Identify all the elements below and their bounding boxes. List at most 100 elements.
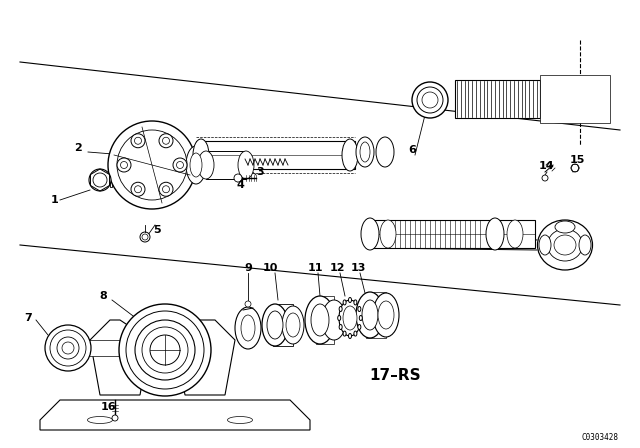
Ellipse shape — [193, 139, 209, 171]
Ellipse shape — [339, 306, 342, 311]
Ellipse shape — [554, 235, 576, 255]
Ellipse shape — [241, 315, 255, 341]
Ellipse shape — [349, 333, 351, 339]
Ellipse shape — [186, 146, 206, 184]
Ellipse shape — [45, 325, 91, 371]
Ellipse shape — [579, 235, 591, 255]
Ellipse shape — [286, 313, 300, 337]
Text: 1: 1 — [51, 195, 59, 205]
Ellipse shape — [380, 220, 396, 248]
Ellipse shape — [159, 182, 173, 196]
Ellipse shape — [412, 82, 448, 118]
Ellipse shape — [342, 139, 358, 171]
Bar — [366, 292, 386, 338]
Ellipse shape — [339, 300, 361, 336]
Text: 16: 16 — [101, 402, 117, 412]
Ellipse shape — [262, 304, 288, 346]
Ellipse shape — [198, 151, 214, 179]
Ellipse shape — [173, 158, 187, 172]
Ellipse shape — [62, 342, 74, 354]
Ellipse shape — [378, 301, 394, 329]
Ellipse shape — [142, 327, 188, 373]
Polygon shape — [40, 400, 310, 430]
Ellipse shape — [89, 169, 111, 191]
Ellipse shape — [538, 220, 593, 270]
Text: 7: 7 — [24, 313, 32, 323]
Ellipse shape — [376, 137, 394, 167]
Ellipse shape — [361, 218, 379, 250]
Ellipse shape — [140, 232, 150, 242]
Ellipse shape — [190, 153, 202, 177]
Ellipse shape — [338, 315, 340, 320]
Text: 11: 11 — [307, 263, 323, 273]
Ellipse shape — [358, 324, 361, 329]
Ellipse shape — [112, 415, 118, 421]
Ellipse shape — [131, 134, 145, 148]
Ellipse shape — [354, 300, 357, 305]
Ellipse shape — [267, 311, 283, 339]
Ellipse shape — [238, 151, 254, 179]
Ellipse shape — [177, 161, 184, 168]
Ellipse shape — [234, 174, 242, 182]
Ellipse shape — [358, 306, 361, 311]
Ellipse shape — [134, 186, 141, 193]
Ellipse shape — [126, 311, 204, 389]
Ellipse shape — [235, 307, 261, 349]
Ellipse shape — [163, 137, 170, 144]
Ellipse shape — [93, 173, 107, 187]
Bar — [316, 296, 334, 344]
Ellipse shape — [359, 315, 362, 320]
Bar — [370, 220, 535, 248]
Ellipse shape — [120, 161, 127, 168]
Ellipse shape — [373, 293, 399, 337]
Ellipse shape — [117, 130, 187, 200]
Ellipse shape — [50, 330, 86, 366]
Ellipse shape — [486, 218, 504, 250]
Bar — [455, 80, 540, 118]
Ellipse shape — [542, 175, 548, 181]
Ellipse shape — [571, 164, 579, 172]
Text: 14: 14 — [539, 161, 555, 171]
Ellipse shape — [322, 300, 346, 340]
Bar — [110, 173, 112, 187]
Ellipse shape — [117, 158, 131, 172]
Ellipse shape — [88, 417, 113, 423]
Text: 3: 3 — [256, 167, 264, 177]
Bar — [540, 75, 610, 123]
Ellipse shape — [507, 220, 523, 248]
Bar — [196, 141, 355, 169]
Ellipse shape — [131, 182, 145, 196]
Text: 9: 9 — [244, 263, 252, 273]
Ellipse shape — [57, 337, 79, 359]
Ellipse shape — [547, 229, 582, 261]
Ellipse shape — [311, 304, 329, 336]
Text: 15: 15 — [570, 155, 585, 165]
Ellipse shape — [422, 92, 438, 108]
Ellipse shape — [159, 134, 173, 148]
Ellipse shape — [539, 235, 551, 255]
Ellipse shape — [356, 292, 384, 338]
Text: 4: 4 — [236, 180, 244, 190]
Text: C0303428: C0303428 — [581, 432, 618, 441]
Ellipse shape — [555, 221, 575, 233]
Bar — [206, 151, 246, 179]
Ellipse shape — [134, 137, 141, 144]
Polygon shape — [90, 320, 150, 395]
Ellipse shape — [360, 142, 370, 162]
Ellipse shape — [119, 304, 211, 396]
Text: 6: 6 — [408, 145, 416, 155]
Ellipse shape — [142, 234, 148, 240]
Ellipse shape — [150, 335, 180, 365]
Ellipse shape — [339, 324, 342, 329]
Polygon shape — [175, 320, 235, 395]
Ellipse shape — [362, 300, 378, 330]
Ellipse shape — [356, 137, 374, 167]
Ellipse shape — [227, 417, 253, 423]
Ellipse shape — [163, 186, 170, 193]
Text: 5: 5 — [153, 225, 161, 235]
Ellipse shape — [343, 306, 357, 330]
Ellipse shape — [135, 320, 195, 380]
Ellipse shape — [417, 87, 443, 113]
Text: 10: 10 — [262, 263, 278, 273]
Text: 12: 12 — [329, 263, 345, 273]
